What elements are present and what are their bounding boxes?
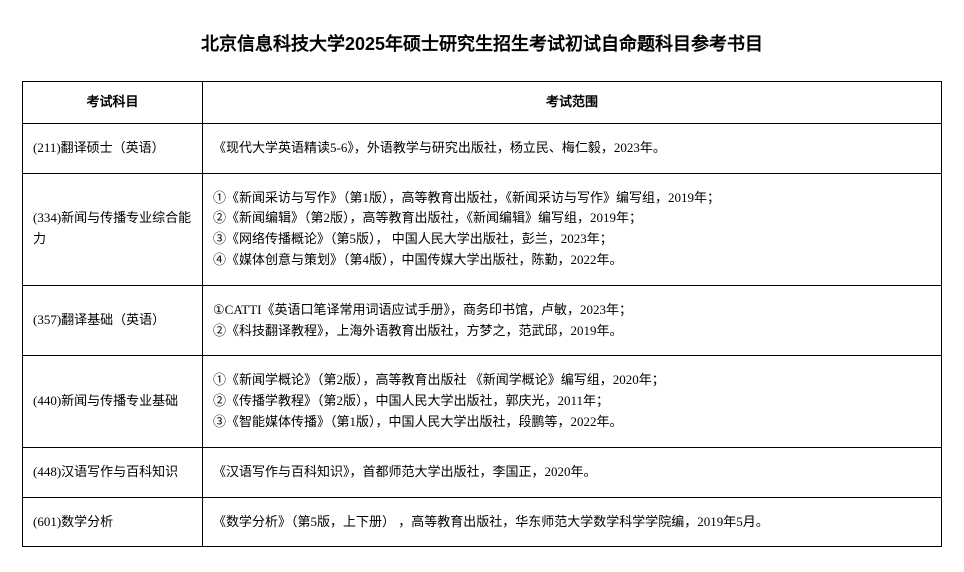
table-row: (357)翻译基础（英语）①CATTI《英语口笔译常用词语应试手册》，商务印书馆…	[23, 285, 942, 356]
table-header-row: 考试科目 考试范围	[23, 82, 942, 124]
cell-scope: ①《新闻采访与写作》（第1版），高等教育出版社，《新闻采访与写作》编写组，201…	[203, 173, 942, 285]
scope-line: ④《媒体创意与策划》（第4版），中国传媒大学出版社，陈勤，2022年。	[213, 250, 931, 271]
scope-line: ②《新闻编辑》（第2版），高等教育出版社，《新闻编辑》编写组，2019年；	[213, 208, 931, 229]
table-row: (448)汉语写作与百科知识《汉语写作与百科知识》，首都师范大学出版社，李国正，…	[23, 447, 942, 497]
cell-subject: (334)新闻与传播专业综合能力	[23, 173, 203, 285]
cell-scope: ①CATTI《英语口笔译常用词语应试手册》，商务印书馆，卢敏，2023年；②《科…	[203, 285, 942, 356]
scope-line: 《数学分析》（第5版，上下册） ，高等教育出版社，华东师范大学数学科学学院编，2…	[213, 512, 931, 533]
cell-subject: (211)翻译硕士（英语）	[23, 123, 203, 173]
scope-line: ③《智能媒体传播》（第1版），中国人民大学出版社，段鹏等，2022年。	[213, 412, 931, 433]
scope-line: 《汉语写作与百科知识》，首都师范大学出版社，李国正，2020年。	[213, 462, 931, 483]
cell-scope: ①《新闻学概论》（第2版），高等教育出版社 《新闻学概论》编写组，2020年；②…	[203, 356, 942, 447]
table-row: (334)新闻与传播专业综合能力 ①《新闻采访与写作》（第1版），高等教育出版社，…	[23, 173, 942, 285]
scope-line: ③《网络传播概论》（第5版）， 中国人民大学出版社，彭兰，2023年；	[213, 229, 931, 250]
cell-scope: 《汉语写作与百科知识》，首都师范大学出版社，李国正，2020年。	[203, 447, 942, 497]
scope-line: ②《传播学教程》（第2版），中国人民大学出版社，郭庆光，2011年；	[213, 391, 931, 412]
scope-line: ①《新闻学概论》（第2版），高等教育出版社 《新闻学概论》编写组，2020年；	[213, 370, 931, 391]
scope-line: ②《科技翻译教程》，上海外语教育出版社，方梦之，范武邱，2019年。	[213, 321, 931, 342]
table-row: (440)新闻与传播专业基础①《新闻学概论》（第2版），高等教育出版社 《新闻学…	[23, 356, 942, 447]
document-container: 北京信息科技大学2025年硕士研究生招生考试初试自命题科目参考书目 考试科目 考…	[22, 30, 942, 547]
table-row: (601)数学分析《数学分析》（第5版，上下册） ，高等教育出版社，华东师范大学…	[23, 497, 942, 547]
scope-line: ①CATTI《英语口笔译常用词语应试手册》，商务印书馆，卢敏，2023年；	[213, 300, 931, 321]
cell-subject: (448)汉语写作与百科知识	[23, 447, 203, 497]
table-row: (211)翻译硕士（英语） 《现代大学英语精读5-6》，外语教学与研究出版社，杨立…	[23, 123, 942, 173]
cell-scope: 《数学分析》（第5版，上下册） ，高等教育出版社，华东师范大学数学科学学院编，2…	[203, 497, 942, 547]
header-scope: 考试范围	[203, 82, 942, 124]
cell-subject: (440)新闻与传播专业基础	[23, 356, 203, 447]
scope-line: ①《新闻采访与写作》（第1版），高等教育出版社，《新闻采访与写作》编写组，201…	[213, 188, 931, 209]
reference-table: 考试科目 考试范围 (211)翻译硕士（英语） 《现代大学英语精读5-6》，外语教…	[22, 81, 942, 547]
scope-line: 《现代大学英语精读5-6》，外语教学与研究出版社，杨立民、梅仁毅，2023年。	[213, 138, 931, 159]
cell-subject: (357)翻译基础（英语）	[23, 285, 203, 356]
page-title: 北京信息科技大学2025年硕士研究生招生考试初试自命题科目参考书目	[22, 30, 942, 56]
cell-subject: (601)数学分析	[23, 497, 203, 547]
header-subject: 考试科目	[23, 82, 203, 124]
cell-scope: 《现代大学英语精读5-6》，外语教学与研究出版社，杨立民、梅仁毅，2023年。	[203, 123, 942, 173]
